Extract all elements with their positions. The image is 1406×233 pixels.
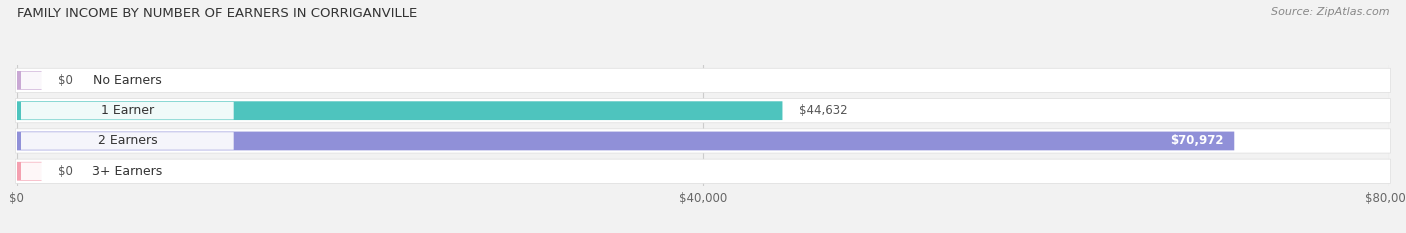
FancyBboxPatch shape bbox=[15, 159, 1391, 183]
Text: Source: ZipAtlas.com: Source: ZipAtlas.com bbox=[1271, 7, 1389, 17]
FancyBboxPatch shape bbox=[15, 129, 1391, 153]
Text: No Earners: No Earners bbox=[93, 74, 162, 87]
FancyBboxPatch shape bbox=[17, 101, 783, 120]
FancyBboxPatch shape bbox=[21, 162, 233, 180]
FancyBboxPatch shape bbox=[21, 132, 233, 150]
Text: $70,972: $70,972 bbox=[1170, 134, 1223, 147]
Text: $0: $0 bbox=[58, 165, 73, 178]
Text: 2 Earners: 2 Earners bbox=[97, 134, 157, 147]
Text: 1 Earner: 1 Earner bbox=[101, 104, 153, 117]
Text: $44,632: $44,632 bbox=[799, 104, 848, 117]
FancyBboxPatch shape bbox=[21, 102, 233, 120]
Text: FAMILY INCOME BY NUMBER OF EARNERS IN CORRIGANVILLE: FAMILY INCOME BY NUMBER OF EARNERS IN CO… bbox=[17, 7, 418, 20]
FancyBboxPatch shape bbox=[17, 162, 42, 181]
FancyBboxPatch shape bbox=[15, 99, 1391, 123]
FancyBboxPatch shape bbox=[21, 72, 233, 89]
Text: 3+ Earners: 3+ Earners bbox=[93, 165, 163, 178]
FancyBboxPatch shape bbox=[15, 68, 1391, 93]
FancyBboxPatch shape bbox=[17, 71, 42, 90]
Text: $0: $0 bbox=[58, 74, 73, 87]
FancyBboxPatch shape bbox=[17, 132, 1234, 150]
